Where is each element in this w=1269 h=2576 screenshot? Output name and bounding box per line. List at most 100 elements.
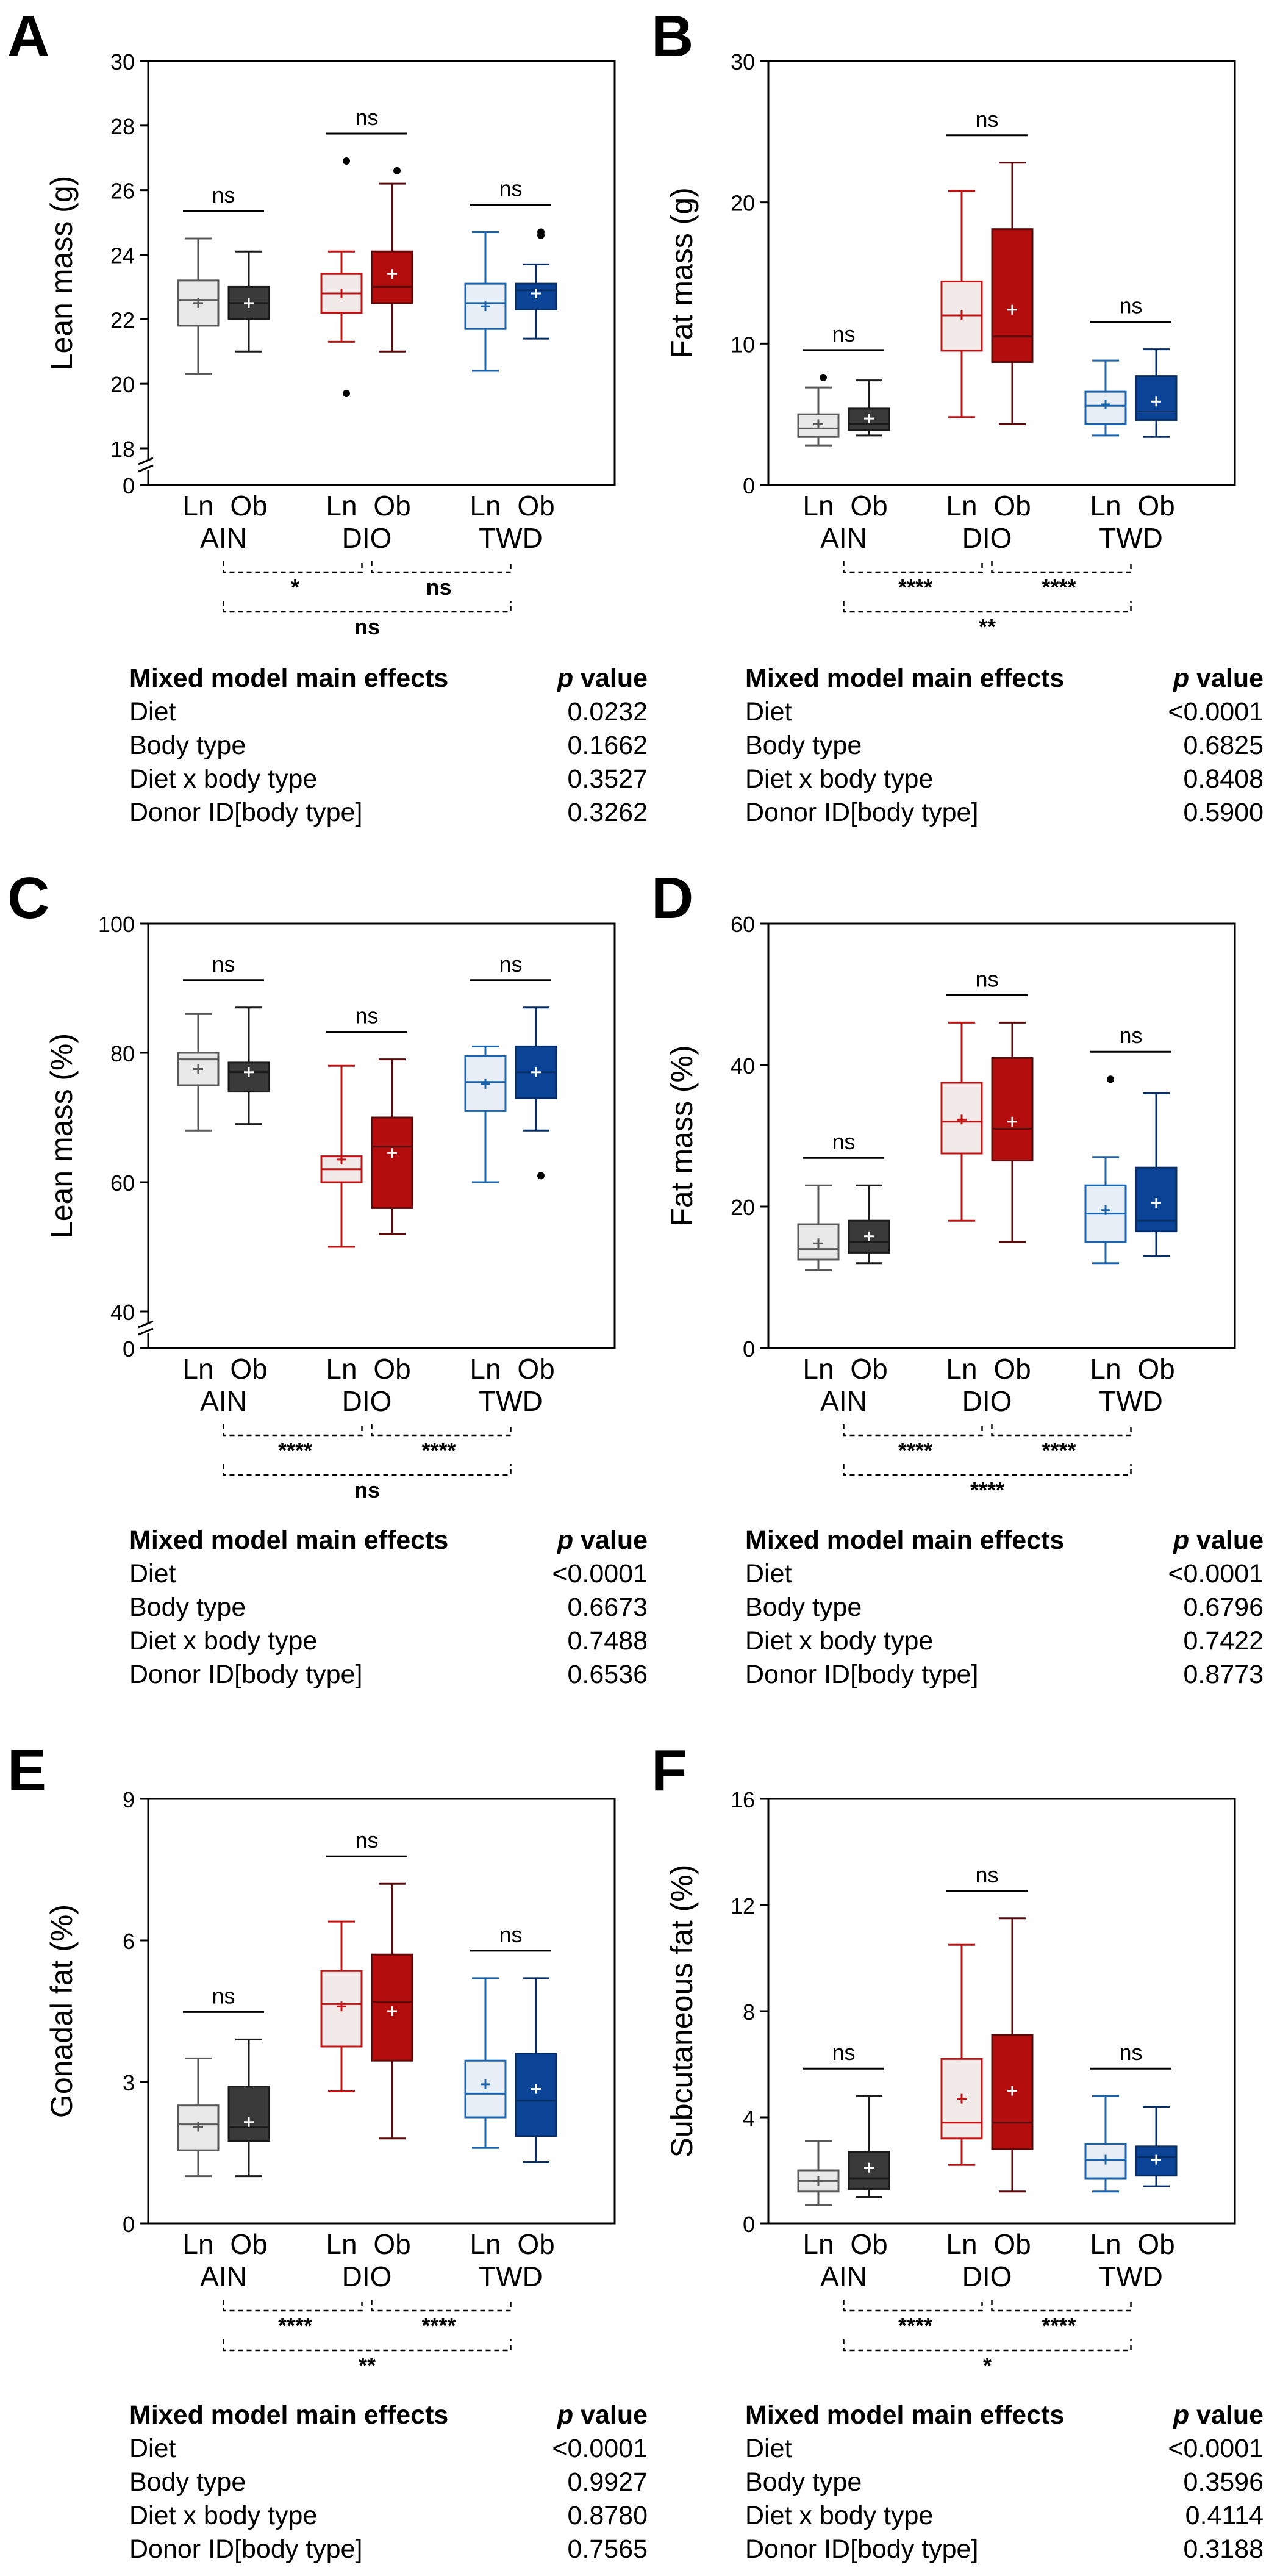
y-tick-label: 100 [98,912,135,937]
stats-header-p: p [557,2400,574,2430]
stats-row: Diet 0.0232 [129,695,648,729]
box-ob-dio [371,1882,413,2140]
box-ln-twd [1084,2095,1127,2193]
axis-break-mark [138,457,154,465]
stats-effect: Body type [129,1593,246,1622]
x-group-label: DIO [962,2261,1012,2292]
x-category-label: Ln [803,490,834,522]
x-category-label: Ob [230,1353,267,1385]
x-group-label: DIO [342,1385,392,1417]
stats-row: Diet <0.0001 [745,1557,1264,1591]
significance-label: ns [832,2040,855,2065]
outlier-point [343,390,350,398]
y-tick-label: 9 [123,1787,135,1812]
outlier-point [537,228,545,236]
significance-label: ns [212,952,235,977]
between-diet-label: * [291,575,299,600]
y-tick-label: 4 [743,2106,755,2131]
stats-row: Body type 0.9927 [129,2466,648,2499]
significance-label: ns [975,1862,998,1887]
stats-header: Mixed model main effects p value [745,2398,1264,2432]
panel-f: F 0 4 8 12 16 Subcutaneous fat (%) Ln Ob Ln Ob Ln Ob… [651,1738,1236,2378]
panel-letter: E [7,1738,46,1803]
bracket-ain-dio [843,1424,983,1437]
x-category-label: Ln [1090,490,1121,522]
between-diet-label: **** [970,1477,1004,1502]
stats-effect: Diet x body type [129,1626,318,1656]
y-axis-label: Lean mass (%) [45,1033,79,1238]
y-tick-label: 20 [731,1195,755,1220]
y-tick-label: 10 [731,332,755,357]
x-category-label: Ln [1090,2228,1121,2260]
bracket-ain-dio [843,2300,983,2312]
stats-pvalue: 0.9927 [567,2467,648,2497]
y-tick-label: 3 [123,2070,135,2095]
x-group-label: TWD [479,2261,543,2292]
x-category-label: Ln [182,2228,213,2260]
box-ln-twd [464,1977,507,2149]
outlier-point [343,157,350,165]
stats-pvalue: 0.7422 [1183,1626,1264,1656]
bracket-ain-twd [843,2339,1132,2352]
significance-label: ns [355,1828,378,1853]
bracket-ain-dio [223,561,363,573]
stats-effect: Diet x body type [745,2501,934,2530]
stats-row: Body type 0.6673 [129,1591,648,1624]
y-tick-label: 0 [123,473,135,498]
box-iqr [848,2151,890,2190]
x-category-label: Ln [803,1353,834,1385]
box-ob-dio [991,1021,1034,1243]
bracket-dio-twd [371,1424,512,1437]
between-diet-label: * [983,2353,992,2378]
stats-effect: Body type [745,1593,862,1622]
stats-header: Mixed model main effects p value [745,662,1264,695]
stats-effect: Diet x body type [745,1626,934,1656]
x-category-label: Ob [230,2228,267,2260]
between-diet-label: ns [354,614,380,639]
stats-pvalue: <0.0001 [552,1559,648,1588]
stats-effect: Donor ID[body type] [745,798,979,827]
box-ln-dio [320,1920,363,2092]
stats-row: Diet x body type 0.4114 [745,2499,1264,2533]
significance-label: ns [355,105,378,130]
plot-frame [147,1798,616,2225]
stats-row: Body type 0.3596 [745,2466,1264,2499]
stats-header-value: value [1189,664,1264,693]
x-group-label: AIN [200,1385,247,1417]
stats-pvalue: 0.8780 [567,2501,648,2530]
stats-table-b: Mixed model main effects p value Diet <0.00… [745,662,1264,830]
stats-header: Mixed model main effects p value [745,1524,1264,1557]
box-ob-ain [848,1184,890,1265]
x-group-label: DIO [962,522,1012,554]
between-diet-label: **** [898,2313,932,2338]
stats-pvalue: 0.8408 [1183,764,1264,794]
stats-row: Diet x body type 0.7422 [745,1624,1264,1658]
x-category-label: Ln [182,1353,213,1385]
box-ln-ain [177,237,220,375]
y-tick-label: 0 [743,473,755,498]
x-group-label: DIO [342,2261,392,2292]
x-category-label: Ob [517,1353,554,1385]
outlier-point [1107,1075,1114,1083]
stats-row: Diet <0.0001 [745,2432,1264,2466]
stats-header-label: Mixed model main effects [129,2400,449,2430]
x-category-label: Ln [803,2228,834,2260]
box-ob-ain [227,250,270,353]
stats-header-value: value [1189,1526,1264,1555]
stats-header-p: p [1173,664,1190,693]
x-category-label: Ob [517,490,554,522]
x-category-label: Ob [1137,490,1174,522]
significance-label: ns [499,952,522,977]
between-diet-label: **** [1042,575,1076,600]
stats-row: Diet x body type 0.3527 [129,762,648,796]
bracket-ain-dio [223,2300,363,2312]
x-category-label: Ln [470,2228,501,2260]
box-iqr [848,407,890,431]
stats-pvalue: 0.3188 [1183,2535,1264,2564]
panel-e: E 0 3 6 9 Gonadal fat (%) Ln Ob Ln Ob Ln Ob ns ns ns AI… [7,1738,616,2378]
box-ln-twd [1084,359,1127,437]
y-tick-label: 30 [731,49,755,74]
box-ln-twd [464,1045,507,1183]
axis-break-mark [138,1327,154,1336]
x-category-label: Ob [993,1353,1031,1385]
